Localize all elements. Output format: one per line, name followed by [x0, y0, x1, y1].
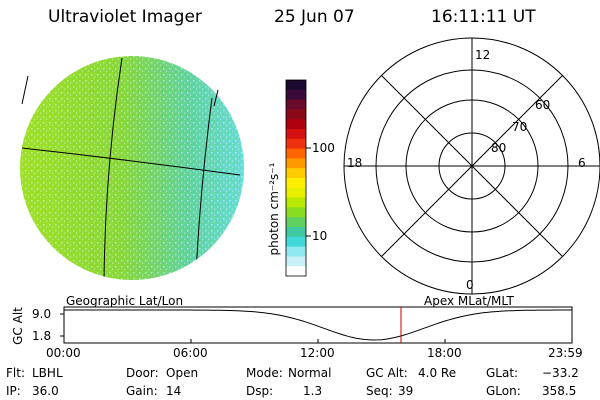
colorbar-swatch [286, 256, 306, 267]
gc-alt-axis-label: GC Alt [11, 307, 25, 345]
timeline-y-bottom: 1.8 [32, 329, 52, 343]
seq-value: 39 [398, 384, 414, 398]
door-label: Door: [126, 366, 159, 380]
colorbar-swatch [286, 227, 306, 238]
timeline-frame [63, 306, 573, 344]
colorbar-swatch [286, 119, 306, 130]
colorbar-swatch [286, 168, 306, 179]
timeline-y-top: 9.0 [32, 307, 52, 321]
gc-alt-label: GC Alt: [366, 366, 408, 380]
colorbar-swatch [286, 148, 306, 159]
colorbar-swatch [286, 158, 306, 169]
mlt-label-18: 18 [347, 156, 363, 170]
filter-label: Flt: [6, 366, 25, 380]
instrument-title: Ultraviolet Imager [48, 7, 202, 27]
gain-label: Gain: [126, 384, 158, 398]
earth-disk-image [20, 56, 244, 280]
mode-value: Normal [288, 366, 332, 380]
colorbar-unit-label: photon cm⁻²s⁻¹ [267, 162, 281, 256]
colorbar-swatch [286, 187, 306, 199]
colorbar-swatch [286, 138, 306, 150]
mlt-label-12: 12 [475, 48, 491, 62]
geographic-grid-lines [21, 57, 241, 280]
timeline-tick-1: 06:00 [173, 346, 208, 360]
mlat-label-70: 70 [512, 120, 528, 134]
colorbar-swatch [286, 217, 306, 228]
colorbar-swatch [286, 178, 306, 189]
glat-value: −33.2 [542, 366, 579, 380]
mlat-label-80: 80 [491, 141, 507, 155]
mlat-label-60: 60 [535, 98, 551, 112]
colorbar [286, 80, 306, 277]
mlt-label-0: 0 [466, 278, 474, 292]
colorbar-tick-10: 10 [312, 229, 328, 243]
geographic-grid-caption: Geographic Lat/Lon [66, 294, 184, 308]
filter-value: LBHL [32, 366, 63, 380]
dsp-label: Dsp: [246, 384, 274, 398]
colorbar-swatch [286, 197, 306, 208]
glat-label: GLat: [486, 366, 519, 380]
gc-alt-value: 4.0 Re [418, 366, 457, 380]
mlt-label-6: 6 [578, 156, 586, 170]
timeline-tick-2: 12:00 [300, 346, 335, 360]
image-date: 25 Jun 07 [274, 7, 355, 27]
colorbar-swatch [286, 109, 306, 120]
apex-grid-caption: Apex MLat/MLT [424, 294, 514, 308]
colorbar-swatch [286, 80, 306, 91]
mode-label: Mode: [246, 366, 283, 380]
timeline-tick-0: 00:00 [46, 346, 81, 360]
glon-value: 358.5 [542, 384, 577, 398]
seq-label: Seq: [366, 384, 393, 398]
timeline-tick-3: 18:00 [427, 346, 462, 360]
ip-label: IP: [6, 384, 21, 398]
glon-label: GLon: [486, 384, 521, 398]
colorbar-swatch [286, 266, 306, 277]
timeline-tick-4: 23:59 [548, 346, 583, 360]
ip-value: 36.0 [32, 384, 59, 398]
colorbar-swatch [286, 236, 306, 248]
altitude-curve [64, 309, 572, 341]
polar-grid [343, 37, 600, 295]
colorbar-swatch [286, 207, 306, 218]
colorbar-swatch [286, 129, 306, 140]
colorbar-swatch [286, 99, 306, 110]
gain-value: 14 [166, 384, 182, 398]
colorbar-swatch [286, 89, 306, 101]
door-value: Open [166, 366, 199, 380]
colorbar-tick-100: 100 [312, 141, 335, 155]
image-time: 16:11:11 UT [431, 7, 536, 27]
dsp-value: 1.3 [303, 384, 323, 398]
colorbar-swatch [286, 246, 306, 257]
